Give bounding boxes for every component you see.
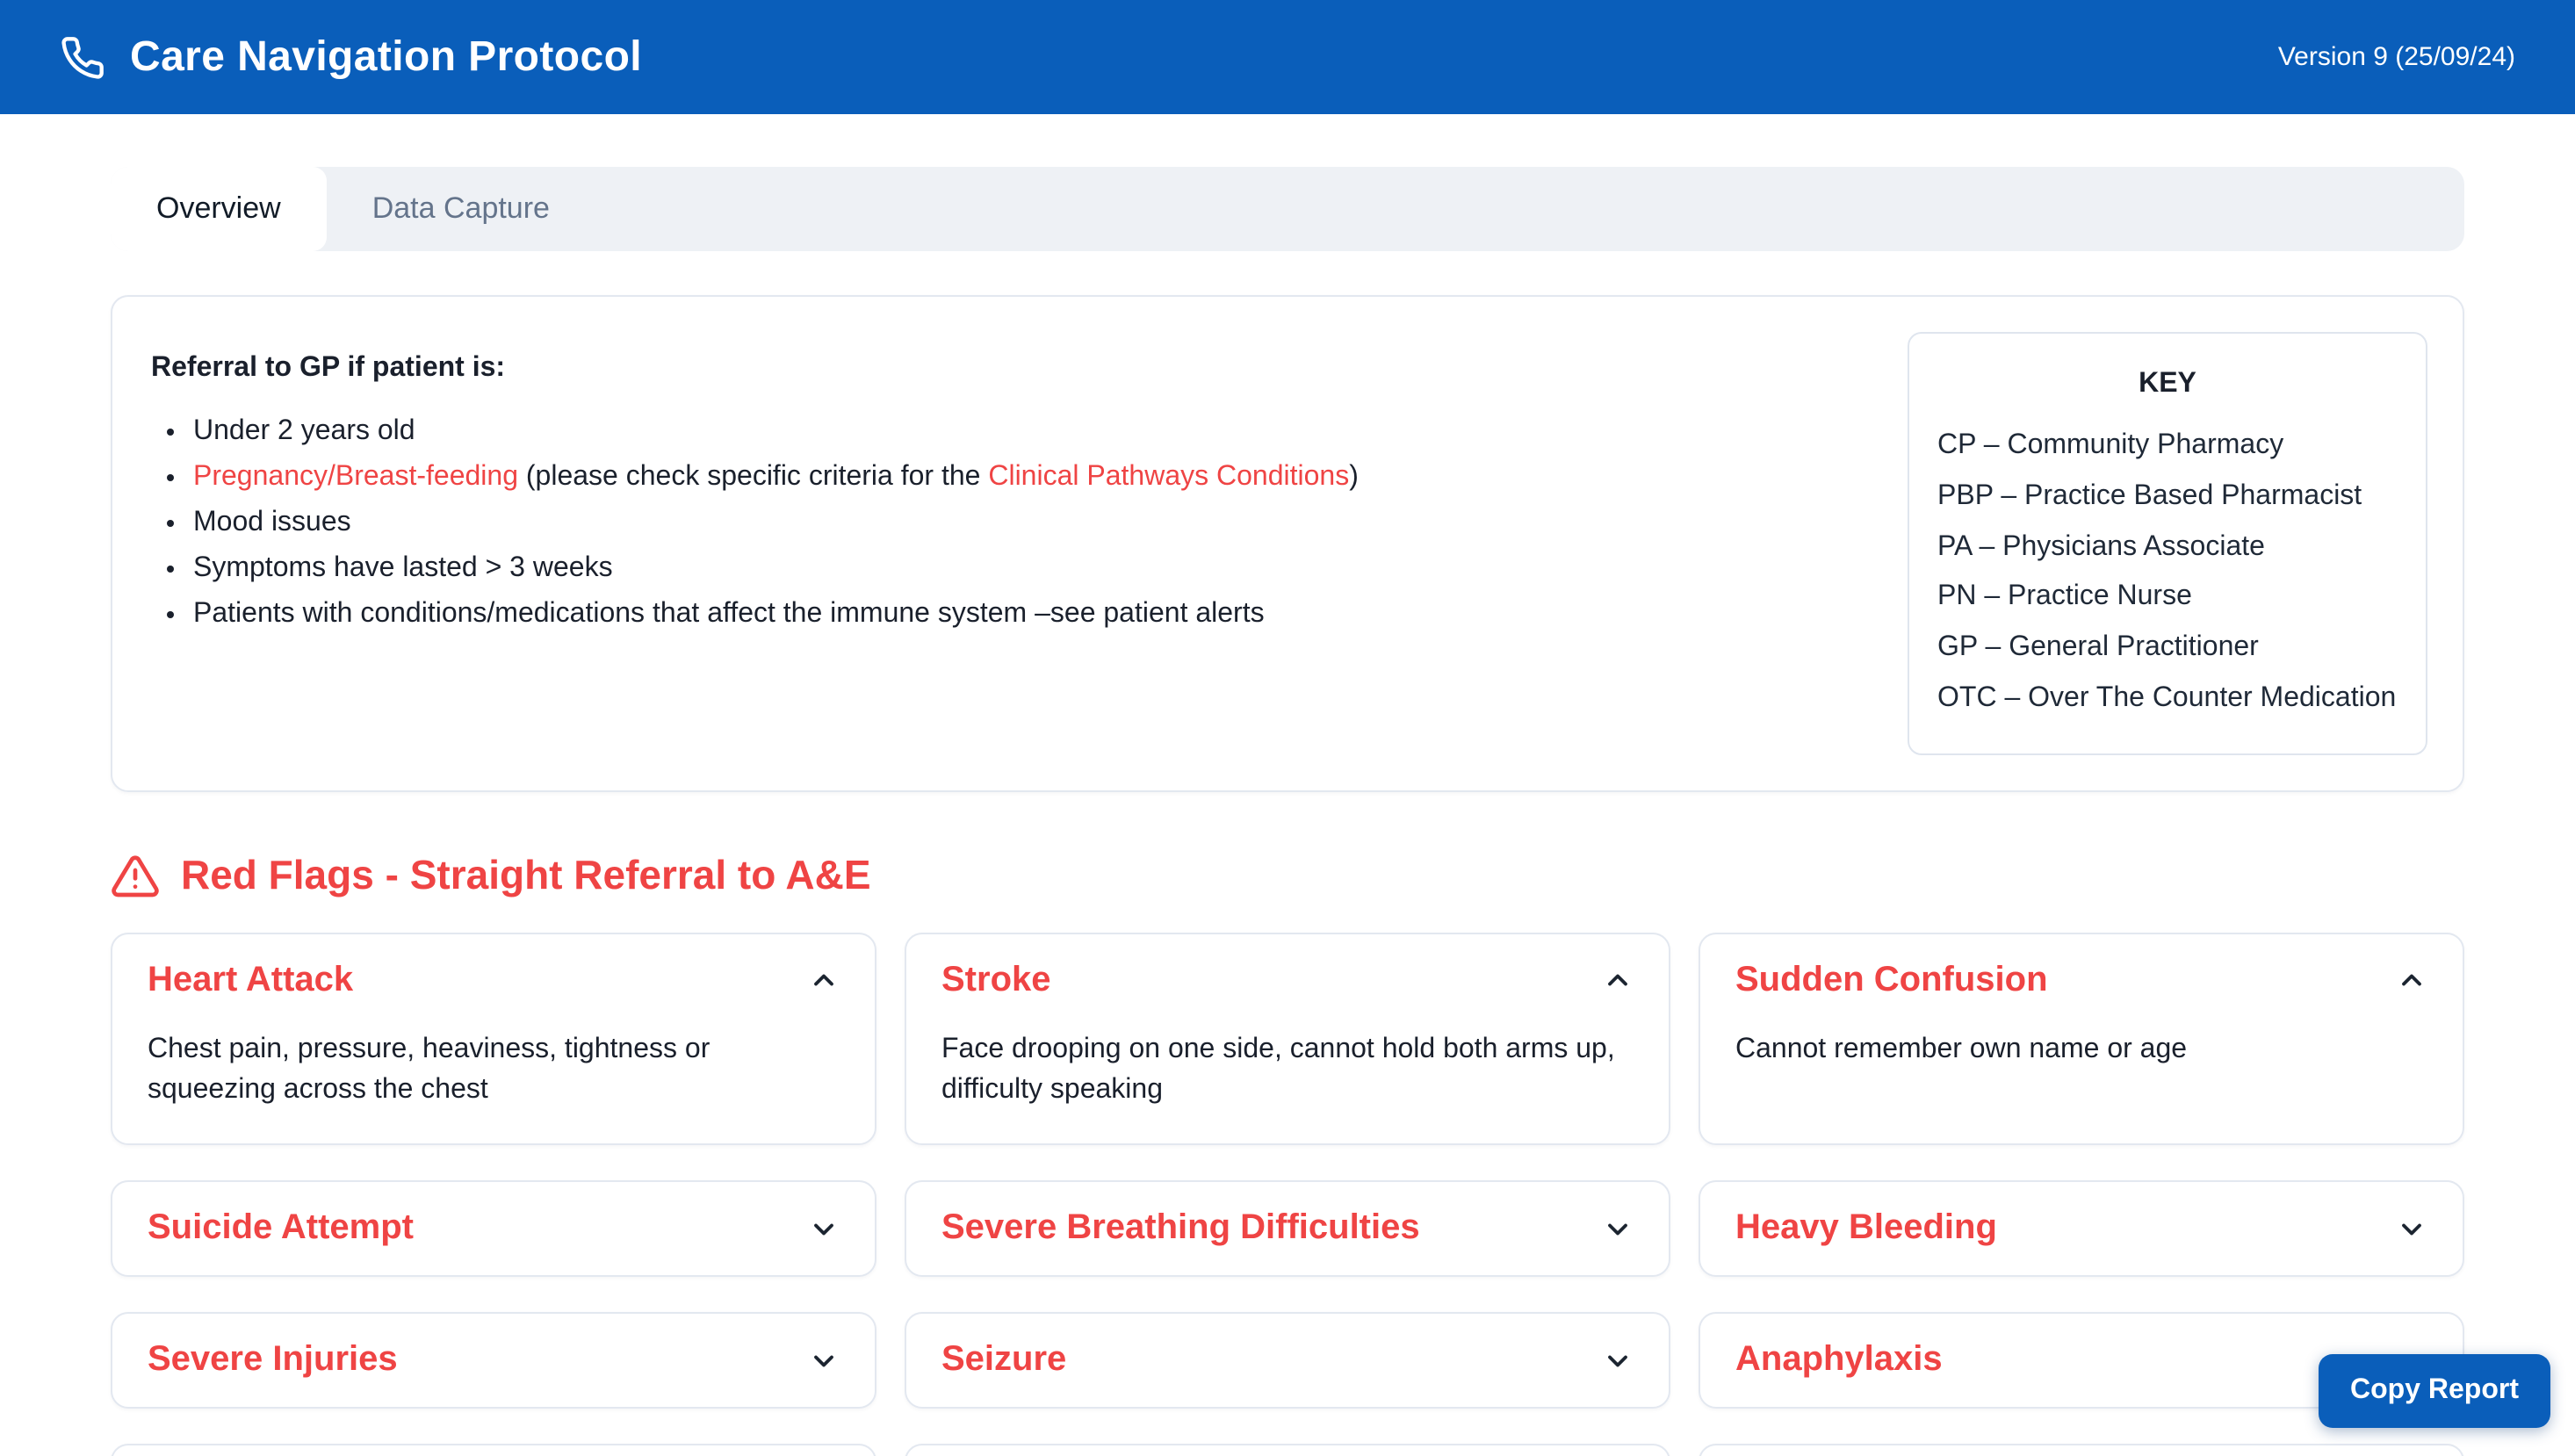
card-title: Sudden Confusion <box>1735 960 2048 999</box>
card-stroke[interactable]: Stroke Face drooping on one side, cannot… <box>905 932 1670 1146</box>
card-suicide-attempt[interactable]: Suicide Attempt <box>111 1180 876 1278</box>
card-title: Seizure <box>941 1340 1067 1380</box>
card-title: Suicide Attempt <box>148 1208 414 1248</box>
card-header[interactable]: Severe Injuries <box>148 1340 840 1380</box>
card-header[interactable]: Severe Breathing Difficulties <box>941 1208 1634 1249</box>
red-flags-title: Red Flags - Straight Referral to A&E <box>181 852 871 898</box>
card-severe-injuries[interactable]: Severe Injuries <box>111 1312 876 1409</box>
key-item: PN – Practice Nurse <box>1937 581 2192 612</box>
card-description: Cannot remember own name or age <box>1735 1034 2188 1064</box>
tab-bar: Overview Data Capture <box>111 167 2464 251</box>
card-sepsis-adult-older-child[interactable]: SEPSIS in Adult or Older Child <box>1699 1444 2464 1456</box>
phone-icon <box>61 36 104 78</box>
chevron-down-icon[interactable] <box>1602 1344 1634 1376</box>
card-title: Heart Attack <box>148 960 354 999</box>
chevron-up-icon[interactable] <box>808 965 840 997</box>
card-title: Severe Breathing Difficulties <box>941 1208 1420 1248</box>
card-title: Anaphylaxis <box>1735 1340 1943 1380</box>
referral-item: Patients with conditions/medications tha… <box>193 591 1837 637</box>
key-item: CP – Community Pharmacy <box>1937 430 2284 460</box>
referral-item: Mood issues <box>193 501 1837 546</box>
referral-title: Referral to GP if patient is: <box>151 353 506 383</box>
red-flags-grid: Heart Attack Chest pain, pressure, heavi… <box>111 932 2464 1456</box>
app-header: Care Navigation Protocol Version 9 (25/0… <box>0 0 2575 114</box>
page-title: Care Navigation Protocol <box>130 32 643 80</box>
card-header[interactable]: Suicide Attempt <box>148 1208 840 1249</box>
referral-item: Symptoms have lasted > 3 weeks <box>193 545 1837 591</box>
key-item: OTC – Over The Counter Medication <box>1937 682 2397 713</box>
key-item: PA – Physicians Associate <box>1937 531 2265 562</box>
card-sudden-confusion[interactable]: Sudden Confusion Cannot remember own nam… <box>1699 932 2464 1146</box>
chevron-down-icon[interactable] <box>2396 1213 2427 1244</box>
card-header[interactable]: Seizure <box>941 1340 1634 1380</box>
tab-overview[interactable]: Overview <box>111 167 327 251</box>
referral-list: Under 2 years old Pregnancy/Breast-feedi… <box>151 409 1837 637</box>
key-item: GP – General Practitioner <box>1937 632 2259 663</box>
card-header[interactable]: Heavy Bleeding <box>1735 1208 2427 1249</box>
referral-item: Under 2 years old <box>193 409 1837 455</box>
card-heavy-bleeding[interactable]: Heavy Bleeding <box>1699 1180 2464 1278</box>
chevron-up-icon[interactable] <box>2396 965 2427 997</box>
clinical-pathways-conditions-link[interactable]: Clinical Pathways Conditions <box>988 461 1350 492</box>
version-label: Version 9 (25/09/24) <box>2277 42 2515 72</box>
key-title: KEY <box>2139 369 2196 399</box>
card-header[interactable]: Sudden Confusion <box>1735 961 2427 1001</box>
card-meningitis[interactable]: Meningitis <box>111 1444 876 1456</box>
card-title: Severe Injuries <box>148 1340 398 1380</box>
red-flags-heading: Red Flags - Straight Referral to A&E <box>111 852 2464 901</box>
key-list: CP – Community Pharmacy PBP – Practice B… <box>1937 422 2398 725</box>
tab-data-capture[interactable]: Data Capture <box>371 191 550 225</box>
referral-item: Pregnancy/Breast-feeding (please check s… <box>193 455 1837 501</box>
chevron-down-icon[interactable] <box>1602 1213 1634 1244</box>
abbreviation-key-box: KEY CP – Community Pharmacy PBP – Practi… <box>1908 332 2427 755</box>
chevron-down-icon[interactable] <box>808 1213 840 1244</box>
key-item: PBP – Practice Based Pharmacist <box>1937 480 2362 511</box>
referral-item-text: (please check specific criteria for the <box>518 461 989 492</box>
card-seizure[interactable]: Seizure <box>905 1312 1670 1409</box>
card-header[interactable]: Heart Attack <box>148 961 840 1001</box>
referral-info-card: Referral to GP if patient is: Under 2 ye… <box>111 295 2464 792</box>
referral-item-text: ) <box>1349 461 1359 492</box>
card-severe-breathing-difficulties[interactable]: Severe Breathing Difficulties <box>905 1180 1670 1278</box>
card-title: Stroke <box>941 960 1051 999</box>
pregnancy-breastfeeding-link[interactable]: Pregnancy/Breast-feeding <box>193 461 518 492</box>
card-header[interactable]: Stroke <box>941 961 1634 1001</box>
card-title: Heavy Bleeding <box>1735 1208 1997 1248</box>
warning-triangle-icon <box>112 855 159 897</box>
referral-criteria: Referral to GP if patient is: Under 2 ye… <box>151 332 1837 755</box>
chevron-down-icon[interactable] <box>808 1344 840 1376</box>
copy-report-button[interactable]: Copy Report <box>2319 1354 2550 1428</box>
chevron-up-icon[interactable] <box>1602 965 1634 997</box>
card-heart-attack[interactable]: Heart Attack Chest pain, pressure, heavi… <box>111 932 876 1146</box>
card-description: Chest pain, pressure, heaviness, tightne… <box>148 1034 710 1105</box>
card-description: Face drooping on one side, cannot hold b… <box>941 1034 1615 1105</box>
card-sepsis-baby-young-child[interactable]: SEPSIS in Baby or Young Child <box>905 1444 1670 1456</box>
